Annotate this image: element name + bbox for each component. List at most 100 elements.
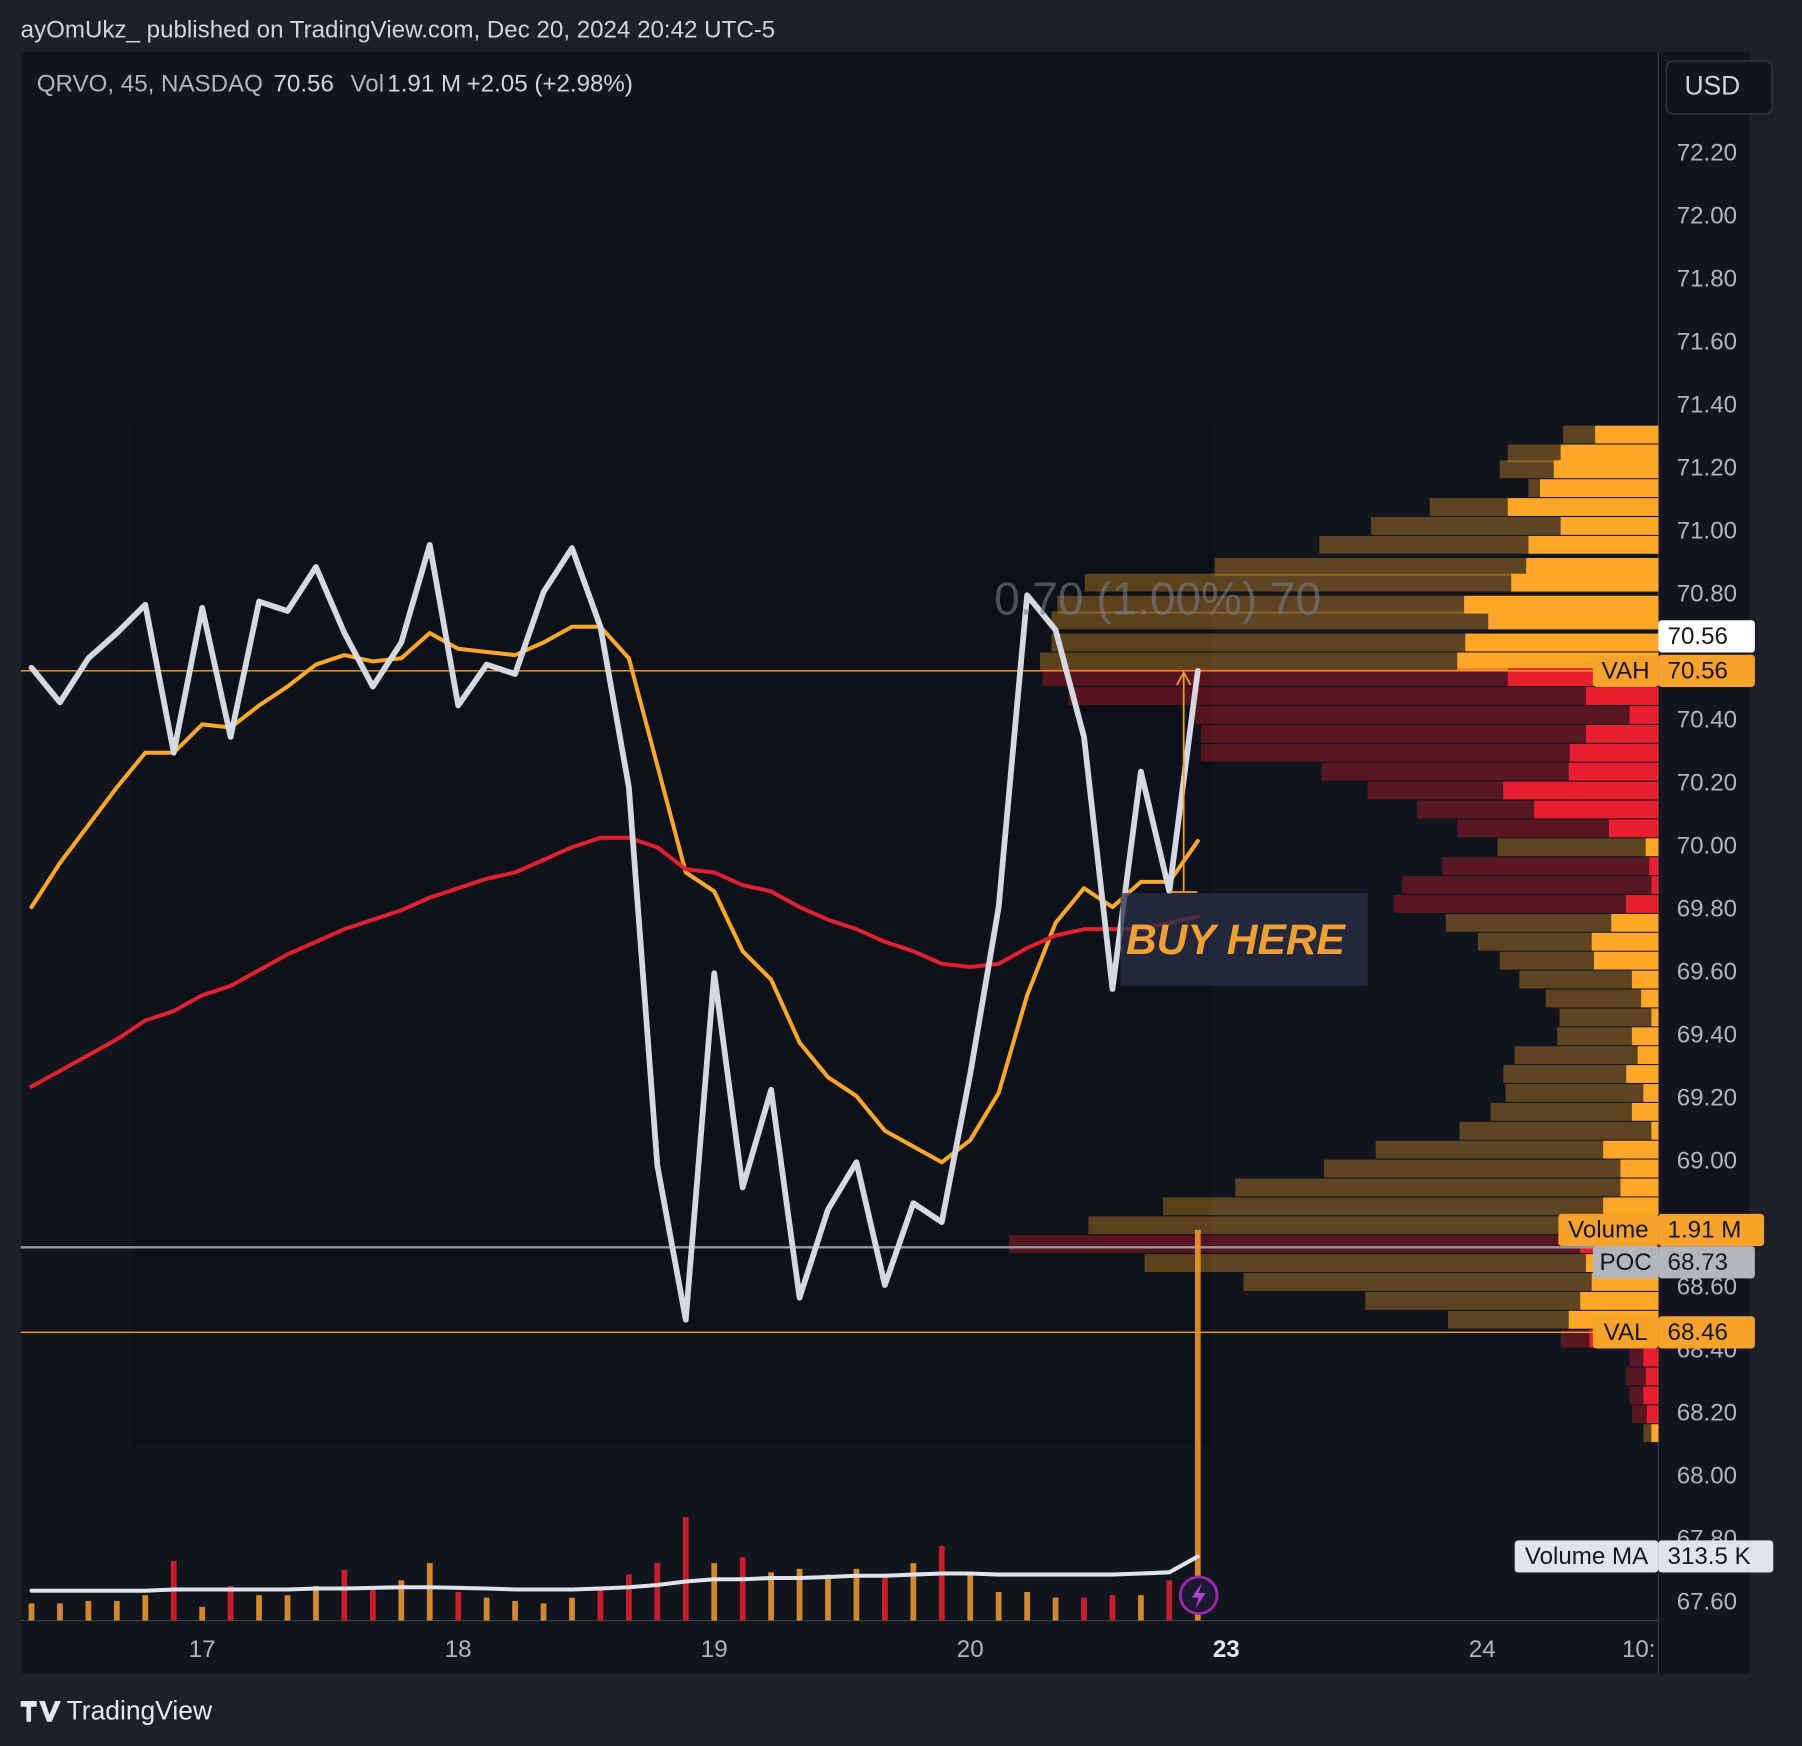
price-tags: 70.56 VAH 70.56 Volume 1.91 M POC 68.73 VAL 68.4… bbox=[1514, 620, 1774, 1573]
profile-row bbox=[1490, 1102, 1659, 1121]
volume-bar bbox=[85, 1600, 92, 1621]
currency-button[interactable] bbox=[1665, 60, 1773, 115]
profile-highlight bbox=[1560, 444, 1659, 463]
volume-bar bbox=[113, 1600, 120, 1621]
y-tick-label: 71.20 bbox=[1677, 455, 1737, 482]
poc-value: 68.73 bbox=[1668, 1249, 1728, 1276]
buy-text: BUY HERE bbox=[1126, 917, 1347, 964]
shaded-range bbox=[132, 425, 1213, 1446]
volume-bar bbox=[483, 1597, 490, 1621]
profile-row bbox=[1323, 1159, 1659, 1178]
volume-bar bbox=[512, 1600, 518, 1621]
volume-bar bbox=[341, 1570, 348, 1621]
val-label: VAL bbox=[1604, 1319, 1648, 1346]
volume-bar bbox=[768, 1572, 774, 1621]
vah-value-box bbox=[1658, 654, 1755, 687]
profile-row bbox=[1243, 1273, 1659, 1291]
profile-highlight bbox=[1526, 557, 1659, 576]
volume-bar bbox=[1052, 1597, 1059, 1621]
profile-highlight bbox=[1465, 633, 1659, 652]
profile-highlight bbox=[1569, 743, 1659, 762]
profile-row bbox=[1402, 876, 1659, 894]
volume-bar bbox=[1024, 1591, 1030, 1621]
volume-label: Volume bbox=[1568, 1216, 1648, 1243]
x-tick-label: 24 bbox=[1469, 1636, 1496, 1663]
volume-bar bbox=[569, 1597, 575, 1621]
profile-highlight bbox=[1649, 857, 1659, 876]
volume-bar bbox=[967, 1574, 974, 1621]
val-label-box bbox=[1592, 1316, 1659, 1349]
profile-highlight bbox=[1539, 479, 1659, 498]
profile-row bbox=[1519, 970, 1659, 989]
poc-label-box bbox=[1592, 1246, 1659, 1279]
volume-ma-value-box bbox=[1658, 1540, 1774, 1573]
profile-highlight bbox=[1511, 573, 1659, 592]
y-tick-label: 67.60 bbox=[1677, 1589, 1737, 1616]
profile-row bbox=[1195, 706, 1659, 724]
volume-value: 1.91 M bbox=[1668, 1216, 1742, 1243]
profile-highlight bbox=[1603, 1197, 1659, 1216]
vah-label: VAH bbox=[1602, 657, 1650, 684]
profile-highlight bbox=[1503, 781, 1659, 800]
x-tick-label: 10: bbox=[1622, 1636, 1656, 1663]
volume-bar bbox=[227, 1586, 234, 1621]
volume-bar bbox=[825, 1574, 831, 1621]
profile-highlight bbox=[1643, 1386, 1659, 1405]
volume-bar bbox=[313, 1586, 319, 1621]
y-tick-label: 69.20 bbox=[1677, 1085, 1737, 1112]
y-tick-label: 71.00 bbox=[1677, 518, 1737, 545]
volume-bar bbox=[625, 1574, 632, 1621]
y-tick-label: 70.20 bbox=[1677, 770, 1737, 797]
profile-highlight bbox=[1580, 1291, 1659, 1310]
volume-ma-value: 313.5 K bbox=[1668, 1543, 1751, 1570]
volume-bar bbox=[1081, 1597, 1087, 1621]
y-tick-label: 71.40 bbox=[1677, 392, 1737, 419]
profile-row bbox=[1088, 1216, 1659, 1235]
volume-bar bbox=[1194, 1229, 1201, 1621]
currency[interactable]: USD bbox=[1684, 70, 1740, 100]
profile-highlight bbox=[1641, 989, 1659, 1008]
profile-row bbox=[1009, 1235, 1659, 1254]
last-price-value-box bbox=[1658, 620, 1755, 653]
profile-highlight bbox=[1553, 460, 1659, 479]
vah-value: 70.56 bbox=[1668, 657, 1728, 684]
volume-bar bbox=[711, 1563, 718, 1621]
vah-label-box bbox=[1592, 654, 1659, 687]
y-tick-label: 72.00 bbox=[1677, 203, 1737, 230]
volume-ma-label: Volume MA bbox=[1525, 1543, 1649, 1570]
y-tick-label: 71.80 bbox=[1677, 266, 1737, 293]
volume-bar bbox=[28, 1603, 35, 1621]
volume-profile bbox=[1009, 425, 1659, 1443]
profile-highlight bbox=[1608, 819, 1659, 838]
profile-row bbox=[1505, 1084, 1659, 1102]
measure-text: 0.70 (1.00%) 70 bbox=[994, 572, 1321, 624]
profile-highlight bbox=[1595, 425, 1659, 444]
poc-label: POC bbox=[1599, 1249, 1651, 1276]
volume-bar bbox=[199, 1606, 206, 1621]
profile-highlight bbox=[1643, 1084, 1659, 1102]
series-line bbox=[28, 541, 1201, 1323]
y-tick-label: 69.40 bbox=[1677, 1022, 1737, 1049]
profile-highlight bbox=[1643, 1348, 1659, 1367]
profile-highlight bbox=[1620, 1159, 1659, 1178]
profile-highlight bbox=[1645, 1367, 1659, 1386]
volume-value-box bbox=[1658, 1213, 1765, 1247]
profile-highlight bbox=[1629, 706, 1659, 724]
volume-bar bbox=[57, 1603, 63, 1621]
profile-highlight bbox=[1631, 1102, 1659, 1121]
profile-highlight bbox=[1488, 611, 1659, 630]
profile-highlight bbox=[1603, 1140, 1659, 1159]
profile-row bbox=[1068, 687, 1659, 705]
x-tick-label: 17 bbox=[189, 1636, 216, 1663]
volume-bar bbox=[654, 1563, 661, 1621]
volume-bar bbox=[142, 1595, 149, 1621]
legend-vol: 1.91 M bbox=[387, 71, 461, 98]
brand: TradingView bbox=[67, 1696, 213, 1726]
profile-row bbox=[1200, 724, 1659, 743]
x-tick-label: 20 bbox=[957, 1636, 984, 1663]
event-bolt bbox=[1191, 1582, 1206, 1610]
annotations: 0.70 (1.00%) 70 BUY HERE bbox=[994, 572, 1368, 1616]
volume-ma-label-box bbox=[1514, 1540, 1659, 1573]
profile-row bbox=[1442, 857, 1659, 876]
